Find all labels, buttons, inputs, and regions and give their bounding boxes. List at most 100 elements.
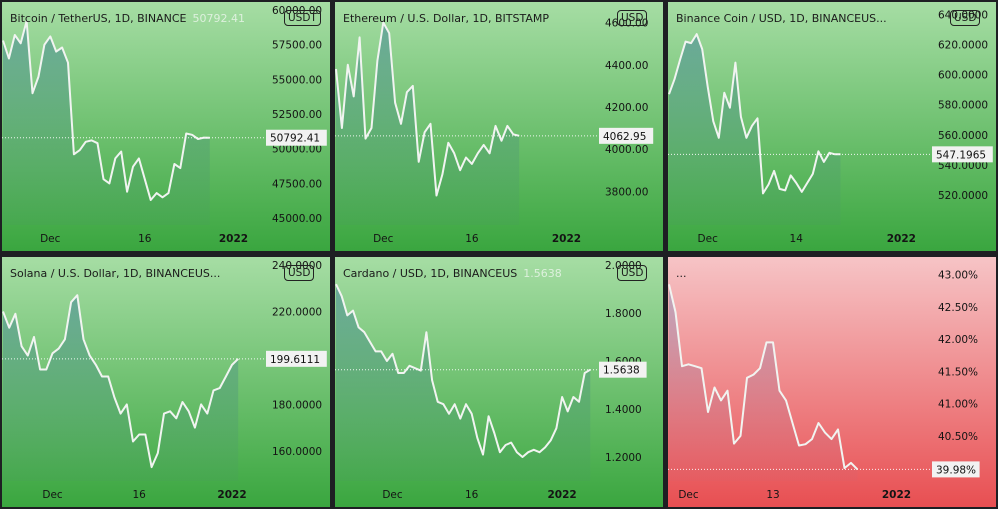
series-area <box>3 295 239 481</box>
currency-badge[interactable]: USD <box>617 10 648 26</box>
y-tick-label: 50000.00 <box>272 144 322 156</box>
x-tick-label: Dec <box>678 489 699 501</box>
y-tick-label: 600.0000 <box>938 70 988 82</box>
series-area <box>336 22 520 225</box>
x-tick-label: 16 <box>465 489 479 501</box>
current-price-tag: 199.6111 <box>266 350 327 367</box>
chart-svg: 60000.0057500.0055000.0052500.0050000.00… <box>2 2 330 251</box>
series-line <box>2 20 210 201</box>
y-tick-label: 1.4000 <box>605 404 642 416</box>
currency-badge[interactable]: USD <box>617 265 648 281</box>
x-tick-label: 2022 <box>887 233 916 245</box>
price-value: 1.5638 <box>523 267 562 280</box>
x-tick-label: 2022 <box>882 489 911 501</box>
chart-panel-3[interactable]: 640.0000 620.0000 600.0000 580.0000 560.0000… <box>668 2 996 251</box>
x-tick-label: 13 <box>766 489 779 501</box>
x-tick-label: 16 <box>465 233 479 245</box>
series-area <box>3 21 210 225</box>
current-price-tag: 1.5638 <box>599 361 647 378</box>
price-value: 50792.41 <box>192 12 246 25</box>
y-tick-label: 52500.00 <box>272 109 322 121</box>
y-tick-label: 47500.00 <box>272 178 322 190</box>
svg-text:547.1965: 547.1965 <box>936 149 986 161</box>
chart-svg: 240.0000220.0000180.0000160.0000199.6111… <box>2 257 330 507</box>
y-tick-label: 2.0000 <box>605 260 642 272</box>
y-tick-label: 540.0000 <box>938 160 988 172</box>
y-tick-label: 560.0000 <box>938 130 988 142</box>
series-area <box>669 34 841 225</box>
chart-title: ... <box>676 267 687 280</box>
y-tick-label: 43.00% <box>938 270 978 282</box>
y-tick-label: 620.0000 <box>938 40 988 52</box>
svg-text:1.5638: 1.5638 <box>603 365 640 377</box>
y-tick-label: 160.0000 <box>272 446 322 458</box>
y-tick-label: 3800.00 <box>605 186 648 198</box>
chart-panel-2[interactable]: 4600.00 4400.00 4200.00 4000.00 3800.00 4062.… <box>335 2 663 251</box>
current-price-tag: 50792.41 <box>266 129 327 146</box>
y-tick-label: 180.0000 <box>272 399 322 411</box>
chart-svg: 43.00%42.50%42.00%41.50%41.00%40.50%40.0… <box>668 257 996 507</box>
y-tick-label: 4400.00 <box>605 60 648 72</box>
chart-title: Cardano / USD, 1D, BINANCEUS 1.5638 <box>343 267 562 280</box>
svg-text:39.98%: 39.98% <box>936 464 976 476</box>
y-tick-label: 4600.00 <box>605 18 648 30</box>
y-tick-label: 55000.00 <box>272 74 322 86</box>
chart-svg: 2.00001.80001.60001.40001.20001.5638Dec1… <box>335 257 663 507</box>
y-tick-label: 45000.00 <box>272 213 322 225</box>
x-tick-label: Dec <box>40 233 61 245</box>
x-tick-label: 14 <box>790 233 804 245</box>
chart-title: Bitcoin / TetherUS, 1D, BINANCE 50792.41 <box>10 12 245 25</box>
chart-panel-6[interactable]: 43.00%42.50%42.00%41.50%41.00%40.50%40.0… <box>668 257 996 507</box>
series-line <box>668 33 841 195</box>
currency-badge[interactable]: USDT <box>284 10 321 26</box>
svg-text:199.6111: 199.6111 <box>270 354 320 366</box>
x-tick-label: 2022 <box>547 489 576 501</box>
x-tick-label: Dec <box>382 489 403 501</box>
x-tick-label: 2022 <box>217 489 246 501</box>
currency-badge[interactable]: USD <box>950 10 981 26</box>
symbol-title: Bitcoin / TetherUS, 1D, BINANCE <box>10 12 187 25</box>
y-tick-label: 41.50% <box>938 366 978 378</box>
y-tick-label: 1.8000 <box>605 308 642 320</box>
y-tick-label: 4000.00 <box>605 144 648 156</box>
series-line <box>668 284 859 471</box>
series-line <box>2 294 239 469</box>
symbol-title: ... <box>676 267 687 280</box>
svg-text:4062.95: 4062.95 <box>603 131 646 143</box>
chart-panel-5[interactable]: 2.00001.80001.60001.40001.20001.5638Dec1… <box>335 257 663 507</box>
x-tick-label: Dec <box>42 489 63 501</box>
svg-text:50792.41: 50792.41 <box>270 133 320 145</box>
y-tick-label: 41.00% <box>938 399 978 411</box>
y-tick-label: 520.0000 <box>938 190 988 202</box>
current-price-tag: 39.98% <box>932 461 980 478</box>
current-price-tag: 547.1965 <box>932 146 993 163</box>
series-area <box>669 284 858 481</box>
chart-title: Solana / U.S. Dollar, 1D, BINANCEUS... <box>10 267 220 280</box>
x-tick-label: Dec <box>698 233 719 245</box>
series-line <box>335 21 520 197</box>
y-tick-label: 57500.00 <box>272 40 322 52</box>
y-tick-label: 40.50% <box>938 431 978 443</box>
x-tick-label: 16 <box>138 233 152 245</box>
x-tick-label: 2022 <box>552 233 581 245</box>
chart-title: Ethereum / U.S. Dollar, 1D, BITSTAMP <box>343 12 549 25</box>
series-area <box>336 284 591 481</box>
y-tick-label: 220.0000 <box>272 306 322 318</box>
y-tick-label: 1.2000 <box>605 452 642 464</box>
y-tick-label: 42.50% <box>938 302 978 314</box>
y-tick-label: 580.0000 <box>938 100 988 112</box>
current-price-tag: 4062.95 <box>599 127 654 144</box>
chart-title: Binance Coin / USD, 1D, BINANCEUS... <box>676 12 887 25</box>
x-tick-label: 2022 <box>219 233 248 245</box>
symbol-title: Cardano / USD, 1D, BINANCEUS <box>343 267 518 280</box>
series-line <box>335 283 591 458</box>
y-tick-label: 42.00% <box>938 334 978 346</box>
chart-panel-4[interactable]: 240.0000 220.0000 180.0000 160.0000 199.6111… <box>2 257 330 507</box>
x-tick-label: Dec <box>373 233 394 245</box>
chart-panel-1[interactable]: 60000.00 57500.00 55000.00 52500.00 50000.00… <box>2 2 330 251</box>
chart-svg: 4600.00 4400.00 4200.00 4000.00 3800.00 4062.… <box>335 2 663 251</box>
symbol-title: Solana / U.S. Dollar, 1D, BINANCEUS... <box>10 267 221 280</box>
currency-badge[interactable]: USD <box>284 265 315 281</box>
symbol-title: Ethereum / U.S. Dollar, 1D, BITSTAMP <box>343 12 549 25</box>
symbol-title: Binance Coin / USD, 1D, BINANCEUS... <box>676 12 887 25</box>
